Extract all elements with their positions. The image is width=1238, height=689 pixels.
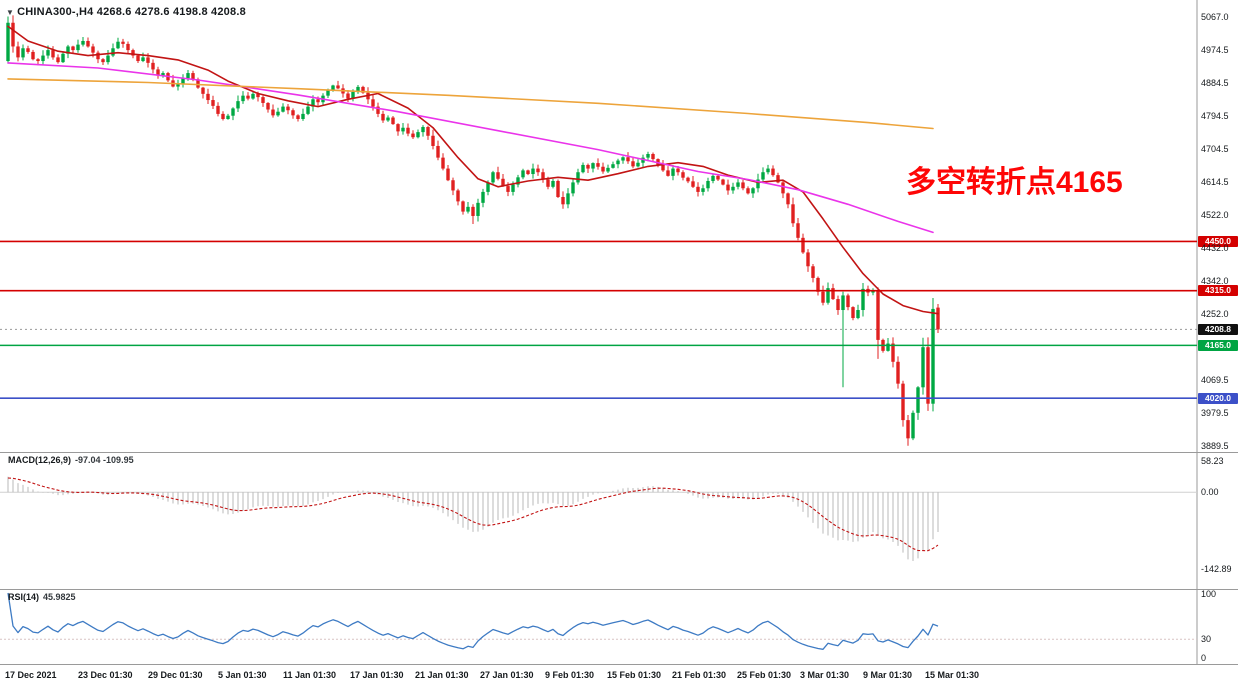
time-axis-label: 17 Dec 2021 (5, 670, 57, 680)
price-axis-label: 4342.0 (1201, 276, 1229, 286)
time-axis-label: 5 Jan 01:30 (218, 670, 267, 680)
time-axis-label: 21 Feb 01:30 (672, 670, 727, 680)
macd-axis-label: 0.00 (1201, 487, 1219, 497)
slow-ma-line (7, 78, 934, 130)
rsi-axis-label: 0 (1201, 653, 1207, 663)
price-axis-label: 4794.5 (1201, 111, 1229, 121)
time-axis-label: 3 Mar 01:30 (800, 670, 850, 680)
price-tag-4315.0: 4315.0 (1198, 285, 1238, 296)
symbol-ohlc-text: CHINA300-,H4 4268.6 4278.6 4198.8 4208.8 (17, 6, 246, 18)
price-axis-label: 4069.5 (1201, 375, 1229, 385)
time-axis-label: 9 Mar 01:30 (863, 670, 913, 680)
fast-ma-line (7, 25, 939, 315)
price-axis-label: 3979.5 (1201, 408, 1229, 418)
time-axis-label: 15 Feb 01:30 (607, 670, 662, 680)
time-axis-label: 17 Jan 01:30 (350, 670, 404, 680)
macd-axis-label: -142.89 (1201, 564, 1232, 574)
price-axis-label: 4252.0 (1201, 309, 1229, 319)
time-axis-label: 29 Dec 01:30 (148, 670, 203, 680)
time-axis-label: 15 Mar 01:30 (925, 670, 980, 680)
symbol-info-bar: ▼ CHINA300-,H4 4268.6 4278.6 4198.8 4208.… (6, 6, 246, 18)
price-axis-label: 4614.5 (1201, 177, 1229, 187)
price-axis-label: 5067.0 (1201, 12, 1229, 22)
rsi-axis-label: 100 (1201, 589, 1217, 599)
time-axis-label: 9 Feb 01:30 (545, 670, 595, 680)
price-axis-label: 4704.5 (1201, 144, 1229, 154)
time-axis-label: 21 Jan 01:30 (415, 670, 469, 680)
rsi-panel-label: RSI(14) 45.9825 (8, 592, 76, 602)
price-axis-label: 4522.0 (1201, 210, 1229, 220)
rsi-value: 45.9825 (43, 592, 76, 602)
time-axis-label: 25 Feb 01:30 (737, 670, 792, 680)
price-axis-label: 3889.5 (1201, 441, 1229, 451)
macd-axis-label: 58.23 (1201, 456, 1224, 466)
symbol-dropdown-icon[interactable]: ▼ (6, 8, 15, 17)
price-tag-4165.0: 4165.0 (1198, 340, 1238, 351)
price-tag-4450.0: 4450.0 (1198, 236, 1238, 247)
macd-label: MACD(12,26,9) (8, 455, 72, 465)
time-axis-label: 27 Jan 01:30 (480, 670, 534, 680)
price-axis-label: 4432.0 (1201, 243, 1229, 253)
price-axis-label: 4884.5 (1201, 78, 1229, 88)
macd-values: -97.04 -109.95 (75, 455, 134, 465)
rsi-axis-label: 30 (1201, 634, 1212, 644)
time-axis-label: 23 Dec 01:30 (78, 670, 133, 680)
price-tag-4020.0: 4020.0 (1198, 393, 1238, 404)
macd-panel-label: MACD(12,26,9) -97.04 -109.95 (8, 455, 134, 465)
medium-ma-line (7, 62, 934, 234)
time-axis-label: 11 Jan 01:30 (283, 670, 337, 680)
pivot-annotation: 多空转折点4165 (906, 166, 1123, 199)
price-axis-label: 4974.5 (1201, 45, 1229, 55)
rsi-label: RSI(14) (8, 592, 40, 602)
current-price-tag: 4208.8 (1198, 324, 1238, 335)
